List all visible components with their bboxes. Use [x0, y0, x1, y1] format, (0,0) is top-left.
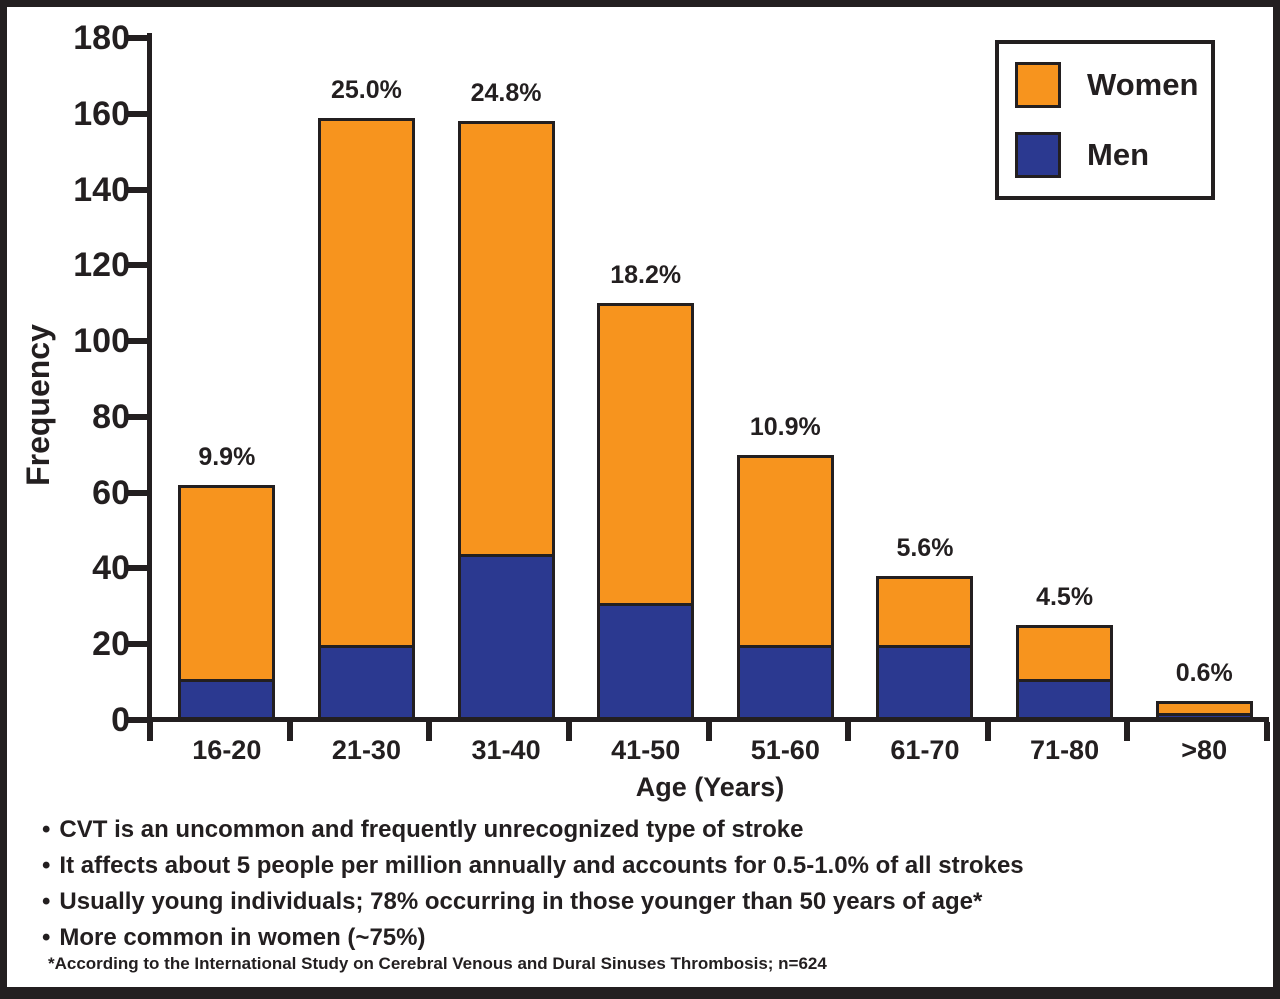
x-axis-category-label: 61-70	[890, 735, 960, 765]
bullet-text: More common in women (~75%)	[59, 924, 426, 951]
bullet-line: • CVT is an uncommon and frequently unrec…	[42, 812, 1242, 848]
y-axis-tick-label: 0	[111, 701, 130, 739]
bullet-text: Usually young individuals; 78% occurring…	[59, 888, 983, 915]
legend-swatch-women	[1015, 62, 1061, 108]
bullet-line: • Usually young individuals; 78% occurrin…	[42, 884, 1242, 920]
bar-percent-label: 0.6%	[1175, 659, 1233, 688]
x-axis-tick	[705, 722, 712, 741]
footnote: *According to the International Study on…	[48, 954, 827, 973]
bar-71-80-women-segment	[1016, 625, 1114, 720]
bar-61-70-men-segment	[879, 645, 971, 717]
y-axis-tick-label: 180	[73, 19, 130, 57]
bar-percent-label: 4.5%	[1036, 583, 1094, 612]
x-axis-category-label: 41-50	[611, 735, 681, 765]
x-axis-tick	[286, 722, 293, 741]
y-axis-tick-label: 80	[92, 397, 130, 436]
bar-percent-label: 5.6%	[896, 534, 954, 563]
bar-16-20-men-segment	[181, 679, 273, 717]
x-axis-category-label: 21-30	[331, 735, 401, 765]
bar-16-20-women-segment	[178, 485, 276, 720]
bullet-marker: •	[42, 816, 51, 843]
y-axis-tick-label: 160	[73, 94, 130, 133]
x-axis-category-label: >80	[1181, 735, 1228, 765]
x-axis-title: Age (Years)	[635, 772, 785, 802]
y-axis-tick	[125, 186, 148, 193]
bullet-marker: •	[42, 852, 51, 879]
y-axis-tick	[125, 489, 148, 496]
legend-row-men: Men	[1015, 132, 1211, 178]
legend-label: Women	[1087, 67, 1199, 102]
y-axis-tick-label: 60	[92, 473, 130, 512]
bar-51-60-men-segment	[739, 645, 831, 717]
legend-label: Men	[1087, 137, 1149, 172]
y-axis-tick	[125, 110, 148, 117]
y-axis-tick-label: 120	[73, 246, 130, 285]
bar->80-women-segment	[1155, 701, 1253, 720]
bullet-line: • More common in women (~75%)	[42, 920, 1242, 956]
notes-bullet-list: • CVT is an uncommon and frequently unrec…	[42, 812, 1242, 956]
bullet-text: CVT is an uncommon and frequently unreco…	[59, 816, 804, 843]
y-axis-line	[147, 33, 152, 722]
bar-31-40-men-segment	[460, 554, 552, 717]
bar-51-60-women-segment	[736, 454, 834, 720]
bar-percent-label: 25.0%	[330, 75, 402, 104]
y-axis-tick	[125, 565, 148, 572]
y-axis-tick-label: 20	[92, 625, 130, 664]
y-axis-tick-label: 100	[73, 322, 130, 361]
x-axis-tick	[426, 722, 433, 741]
y-axis-tick	[125, 35, 148, 41]
x-axis-tick	[845, 722, 852, 741]
bar-21-30-men-segment	[320, 645, 412, 717]
y-axis-tick	[125, 717, 148, 723]
x-axis-tick	[147, 722, 153, 741]
bar->80-men-segment	[1158, 713, 1250, 717]
bar-percent-label: 9.9%	[198, 443, 256, 472]
x-axis-tick	[1124, 722, 1131, 741]
legend-row-women: Women	[1015, 62, 1211, 108]
bullet-line: • It affects about 5 people per million a…	[42, 848, 1242, 884]
y-axis-tick	[125, 262, 148, 269]
x-axis-tick	[565, 722, 572, 741]
bar-61-70-women-segment	[876, 576, 974, 720]
y-axis-tick-label: 40	[92, 549, 130, 588]
bar-percent-label: 10.9%	[749, 412, 821, 441]
bar-percent-label: 18.2%	[610, 261, 682, 290]
bar-21-30-women-segment	[317, 117, 415, 720]
bar-71-80-men-segment	[1019, 679, 1111, 717]
bar-41-50-men-segment	[600, 603, 692, 717]
bar-31-40-women-segment	[457, 121, 555, 720]
bar-41-50-women-segment	[597, 303, 695, 720]
y-axis-tick-label: 140	[73, 170, 130, 209]
bullet-marker: •	[42, 888, 51, 915]
y-axis-tick	[125, 338, 148, 345]
bullet-marker: •	[42, 924, 51, 951]
y-axis-tick	[125, 413, 148, 420]
x-axis-line	[147, 717, 1269, 722]
x-axis-category-label: 71-80	[1030, 735, 1100, 765]
legend-swatch-men	[1015, 132, 1061, 178]
x-axis-category-label: 31-40	[471, 735, 541, 765]
bar-percent-label: 24.8%	[470, 79, 542, 108]
x-axis-category-label: 16-20	[192, 735, 262, 765]
x-axis-category-label: 51-60	[750, 735, 820, 765]
bullet-text: It affects about 5 people per million an…	[59, 852, 1024, 879]
y-axis-tick	[125, 641, 148, 648]
x-axis-tick	[984, 722, 991, 741]
chart-legend: Women Men	[995, 40, 1215, 200]
x-axis-tick	[1264, 722, 1270, 741]
